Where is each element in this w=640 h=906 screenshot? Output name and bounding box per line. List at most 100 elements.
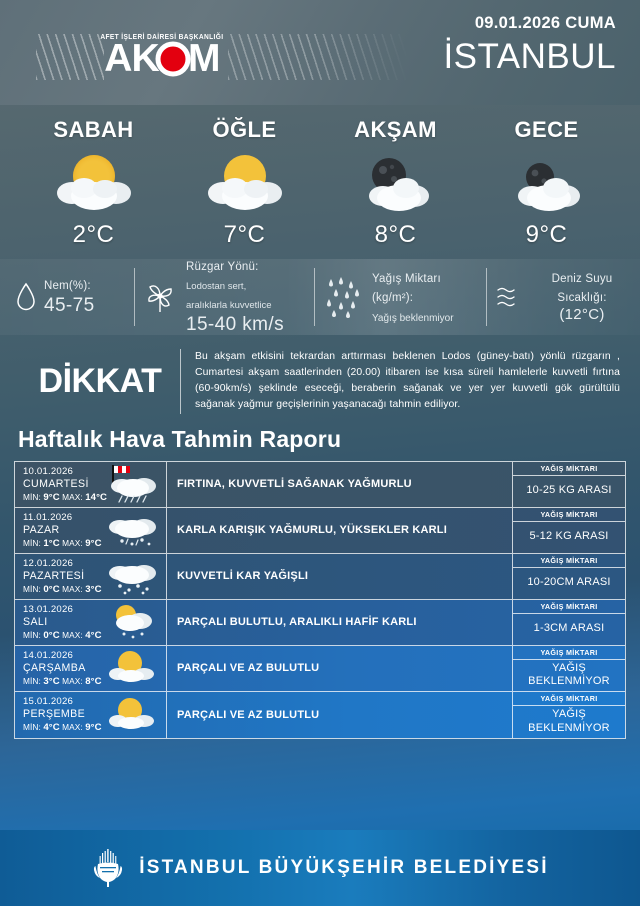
precipitation-header: YAĞIŞ MİKTARI	[513, 692, 625, 706]
max-label: MAX:	[62, 675, 83, 686]
daypart-gece: GECE 9°C	[471, 117, 622, 249]
table-row[interactable]: 12.01.2026 PAZARTESİ MİN: 0°C MAX: 3°C	[15, 553, 625, 600]
sea-temperature-label: Deniz Suyu Sıcaklığı:	[551, 272, 613, 304]
min-label: MİN:	[23, 629, 41, 640]
wind-speed-value: 15-40 km/s	[186, 314, 284, 336]
water-drop-icon	[16, 282, 36, 312]
header-right-block: 09.01.2026 CUMA İSTANBUL	[443, 14, 616, 74]
max-label: MAX:	[62, 537, 83, 548]
precipitation-note: Yağış beklenmiyor	[372, 313, 454, 325]
rain-drops-icon	[324, 275, 364, 319]
snow-cloud-icon	[100, 556, 162, 596]
sun-cloud-icon	[100, 695, 162, 735]
sun-cloud-snow-icon	[100, 602, 162, 642]
table-cell-description: PARÇALI VE AZ BULUTLU	[167, 691, 513, 738]
sun-cloud-icon	[18, 143, 169, 221]
daypart-sabah: SABAH 2°C	[18, 117, 169, 249]
table-cell-description: PARÇALI VE AZ BULUTLU	[167, 645, 513, 691]
min-label: MİN:	[23, 721, 41, 732]
precipitation-value: YAĞIŞ BEKLENMİYOR	[528, 661, 610, 687]
table-cell-description: KUVVETLİ KAR YAĞIŞLI	[167, 553, 513, 599]
table-cell-description: PARÇALI BULUTLU, ARALIKLI HAFİF KARLI	[167, 599, 513, 645]
warning-text: Bu akşam etkisini tekrardan arttırması b…	[180, 349, 620, 414]
wind-label: Rüzgar Yönü:	[186, 261, 259, 274]
akom-logo-m: M	[187, 37, 220, 81]
table-cell-description: FIRTINA, KUVVETLİ SAĞANAK YAĞMURLU	[167, 461, 513, 507]
row-min-temp: 1	[43, 537, 49, 549]
row-min-temp: 0	[43, 583, 49, 595]
weekly-forecast-table: 10.01.2026 CUMARTESİ MİN: 9°C MAX: 14°C	[14, 460, 626, 739]
humidity-label: Nem(%):	[44, 280, 91, 293]
row-day-name: ÇARŞAMBA	[23, 661, 86, 674]
sleet-cloud-icon	[100, 510, 162, 550]
table-cell-precipitation: YAĞIŞ MİKTARI 1-3CM ARASI	[513, 600, 625, 645]
warning-section: DİKKAT Bu akşam etkisini tekrardan arttı…	[0, 335, 640, 424]
row-temperatures: MİN: 0°C MAX: 3°C	[23, 583, 102, 595]
table-row[interactable]: 10.01.2026 CUMARTESİ MİN: 9°C MAX: 14°C	[15, 461, 625, 508]
table-cell-precipitation: YAĞIŞ MİKTARI 10-20CM ARASI	[513, 554, 625, 599]
row-temperatures: MİN: 9°C MAX: 14°C	[23, 491, 108, 503]
daypart-aksam: AKŞAM 8°C	[320, 117, 471, 249]
report-date: 09.01.2026 CUMA	[474, 14, 616, 32]
row-date: 13.01.2026	[23, 603, 74, 615]
daypart-temperature: 7°C	[223, 221, 266, 248]
table-cell-day: 14.01.2026 ÇARŞAMBA MİN: 3°C MAX: 8°C	[15, 645, 167, 691]
metrics-strip: Nem(%): 45-75 Rüzgar Yönü: Lodostan sert…	[0, 259, 640, 335]
metric-sea-temperature: Deniz Suyu Sıcaklığı: (12°C)	[486, 266, 640, 328]
table-cell-day: 12.01.2026 PAZARTESİ MİN: 0°C MAX: 3°C	[15, 553, 167, 599]
moon-cloud-icon	[320, 143, 471, 221]
table-row[interactable]: 11.01.2026 PAZAR MİN: 1°C MAX: 9°C	[15, 507, 625, 554]
daypart-label: AKŞAM	[354, 117, 437, 142]
min-label: MİN:	[23, 537, 41, 548]
row-max-temp: 8	[85, 675, 91, 687]
sun-cloud-icon	[169, 143, 320, 221]
sun-cloud-icon	[100, 648, 162, 688]
precipitation-header: YAĞIŞ MİKTARI	[513, 508, 625, 522]
weekly-forecast-title: Haftalık Hava Tahmin Raporu	[18, 425, 342, 452]
row-temperatures: MİN: 0°C MAX: 4°C	[23, 629, 102, 641]
akom-logo-o-ring-icon: O	[159, 37, 188, 80]
table-cell-day: 10.01.2026 CUMARTESİ MİN: 9°C MAX: 14°C	[15, 461, 167, 507]
row-temperatures: MİN: 1°C MAX: 9°C	[23, 537, 102, 549]
moon-cloud-icon	[471, 143, 622, 221]
row-date: 12.01.2026	[23, 557, 74, 569]
row-date: 11.01.2026	[23, 511, 73, 523]
row-day-name: PERŞEMBE	[23, 707, 86, 720]
row-max-temp: 3	[85, 583, 91, 595]
metric-wind: Rüzgar Yönü: Lodostan sert, aralıklarla …	[134, 261, 314, 335]
table-row[interactable]: 14.01.2026 ÇARŞAMBA MİN: 3°C MAX: 8°C	[15, 645, 625, 692]
storm-rain-flag-icon	[100, 464, 162, 504]
row-min-temp: 9	[43, 491, 49, 503]
row-day-name: PAZARTESİ	[23, 569, 85, 582]
precipitation-value: YAĞIŞ BEKLENMİYOR	[528, 708, 610, 734]
precipitation-value: 10-25 KG ARASI	[526, 484, 612, 497]
wind-sub-line-1: Lodostan sert,	[186, 281, 247, 293]
daypart-temperature: 9°C	[525, 221, 568, 248]
row-date: 10.01.2026	[23, 465, 74, 477]
row-min-temp: 4	[43, 721, 49, 733]
max-label: MAX:	[62, 491, 83, 502]
daypart-temperature: 2°C	[72, 221, 115, 248]
table-cell-description: KARLA KARIŞIK YAĞMURLU, YÜKSEKLER KARLI	[167, 507, 513, 553]
precipitation-header: YAĞIŞ MİKTARI	[513, 600, 625, 614]
table-row[interactable]: 15.01.2026 PERŞEMBE MİN: 4°C MAX: 9°C	[15, 691, 625, 738]
table-cell-precipitation: YAĞIŞ MİKTARI YAĞIŞ BEKLENMİYOR	[513, 692, 625, 738]
row-min-temp: 0	[43, 629, 49, 641]
decorative-stripes-left-icon	[36, 34, 104, 80]
akom-logo-ak: AK	[104, 37, 159, 81]
row-max-temp: 4	[85, 629, 91, 641]
daypart-temperature: 8°C	[374, 221, 417, 248]
warning-title: DİKKAT	[38, 361, 162, 400]
row-date: 15.01.2026	[23, 695, 74, 707]
precipitation-label: Yağış Miktarı (kg/m²):	[372, 272, 441, 304]
daypart-label: GECE	[514, 117, 579, 142]
table-row[interactable]: 13.01.2026 SALI MİN: 0°C MAX: 4°C	[15, 599, 625, 646]
table-cell-precipitation: YAĞIŞ MİKTARI 10-25 KG ARASI	[513, 462, 625, 507]
akom-logo: AFET İŞLERİ DAİRESİ BAŞKANLIĞI AKOM	[95, 33, 229, 81]
row-max-temp: 9	[85, 721, 91, 733]
min-label: MİN:	[23, 583, 41, 594]
table-cell-day: 13.01.2026 SALI MİN: 0°C MAX: 4°C	[15, 599, 167, 645]
table-cell-precipitation: YAĞIŞ MİKTARI YAĞIŞ BEKLENMİYOR	[513, 646, 625, 691]
table-cell-day: 11.01.2026 PAZAR MİN: 1°C MAX: 9°C	[15, 507, 167, 553]
